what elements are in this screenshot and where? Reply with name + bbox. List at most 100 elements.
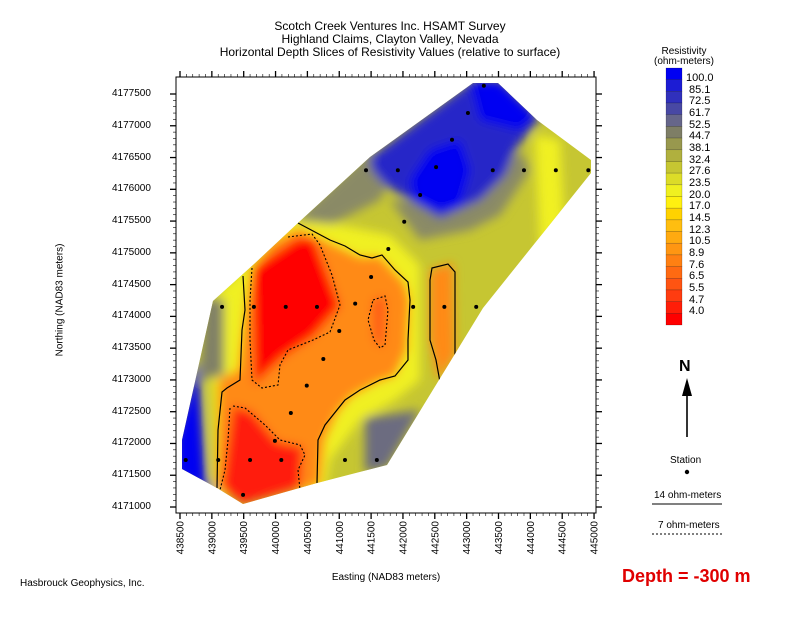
station-marker bbox=[364, 168, 369, 173]
resistivity-surface bbox=[182, 83, 591, 504]
station-marker bbox=[353, 301, 358, 306]
contour-7-legend-label: 7 ohm-meters bbox=[658, 520, 720, 531]
colorbar-swatch bbox=[665, 149, 683, 162]
y-tick-label: 4176500 bbox=[112, 151, 151, 163]
colorbar-level-label: 72.5 bbox=[689, 95, 711, 108]
station-marker bbox=[474, 304, 479, 309]
station-marker bbox=[288, 410, 293, 415]
colorbar-swatch bbox=[665, 313, 683, 326]
y-tick-label: 4171000 bbox=[112, 501, 151, 512]
y-tick-label: 4175500 bbox=[112, 215, 151, 227]
station-marker bbox=[449, 137, 454, 142]
station-marker bbox=[283, 304, 288, 309]
y-tick-label: 4177000 bbox=[112, 119, 151, 131]
colorbar-level-label: 100.0 bbox=[686, 71, 714, 84]
station-marker bbox=[434, 165, 439, 170]
region-yellow-east bbox=[535, 135, 565, 250]
x-tick-label: 442000 bbox=[398, 521, 409, 555]
x-tick-label: 439500 bbox=[239, 521, 250, 555]
region-red-center bbox=[373, 296, 385, 348]
x-tick-label: 442500 bbox=[430, 521, 441, 555]
colorbar-level-label: 27.6 bbox=[689, 165, 711, 178]
y-tick-label: 4173500 bbox=[112, 342, 151, 354]
station-marker bbox=[374, 457, 379, 462]
region-gray-se bbox=[365, 410, 420, 472]
colorbar-level-label: 20.0 bbox=[689, 188, 711, 201]
x-tick-label: 441000 bbox=[335, 521, 346, 555]
y-tick-label: 4172000 bbox=[112, 437, 151, 449]
map-frame bbox=[175, 76, 597, 514]
station-marker bbox=[251, 304, 256, 309]
contour-7-south bbox=[232, 405, 306, 491]
region-blue-core bbox=[410, 140, 470, 210]
colorbar-swatch bbox=[665, 184, 683, 197]
station-marker bbox=[314, 304, 319, 309]
station-marker bbox=[220, 304, 225, 309]
y-tick-label: 4173000 bbox=[112, 373, 151, 385]
colorbar-swatch bbox=[665, 289, 683, 302]
x-tick-label: 440500 bbox=[303, 521, 314, 555]
depth-label: Depth = -300 m bbox=[622, 566, 751, 586]
x-tick-label: 445000 bbox=[590, 521, 601, 555]
station-marker bbox=[442, 304, 447, 309]
station-marker bbox=[369, 274, 374, 279]
y-tick-label: 4172500 bbox=[112, 405, 151, 417]
contour-14-legend-label: 14 ohm-meters bbox=[654, 490, 722, 501]
x-axis-label: Easting (NAD83 meters) bbox=[331, 572, 441, 583]
colorbar-level-label: 6.5 bbox=[689, 270, 705, 283]
station-marker bbox=[386, 247, 391, 252]
colorbar-swatch bbox=[665, 126, 683, 139]
colorbar-swatch bbox=[665, 219, 683, 232]
contour-7-center bbox=[367, 295, 389, 349]
stations bbox=[183, 83, 591, 497]
colorbar-level-label: 61.7 bbox=[689, 106, 711, 119]
north-label: N bbox=[679, 358, 691, 375]
contour-7-north bbox=[249, 233, 341, 389]
region-orange-east bbox=[430, 263, 455, 380]
station-legend-dot-icon bbox=[684, 469, 690, 475]
colorbar bbox=[665, 67, 683, 326]
station-legend-label: Station bbox=[670, 455, 702, 466]
colorbar-level-label: 10.5 bbox=[689, 235, 711, 248]
colorbar-swatch bbox=[665, 172, 683, 186]
colorbar-swatch bbox=[665, 102, 683, 115]
region-gray-center bbox=[390, 150, 530, 240]
colorbar-swatch bbox=[665, 231, 683, 244]
x-tick-label: 444500 bbox=[558, 521, 569, 555]
station-marker bbox=[241, 492, 246, 497]
colorbar-swatch bbox=[665, 67, 683, 80]
y-tick-label: 4177500 bbox=[112, 88, 151, 99]
axis-ticks bbox=[170, 71, 602, 519]
colorbar-title-2: (ohm-meters) bbox=[653, 56, 714, 67]
colorbar-level-label: 52.5 bbox=[689, 118, 711, 131]
region-blue-top bbox=[470, 83, 535, 130]
y-tick-label: 4174500 bbox=[112, 278, 151, 290]
colorbar-level-label: 5.5 bbox=[689, 282, 705, 295]
colorbar-level-label: 8.9 bbox=[689, 247, 705, 260]
colorbar-swatch bbox=[665, 79, 683, 92]
colorbar-level-label: 44.7 bbox=[689, 130, 711, 143]
station-marker bbox=[248, 457, 253, 462]
title-line-1: Scotch Creek Ventures Inc. HSAMT Survey bbox=[274, 19, 506, 33]
x-tick-label: 443000 bbox=[462, 521, 473, 555]
x-tick-labels: 438500 439000 439500 440000 440500 441000 4415… bbox=[176, 521, 601, 555]
station-marker bbox=[521, 168, 526, 173]
station-marker bbox=[337, 329, 342, 334]
colorbar-swatch bbox=[665, 91, 683, 104]
station-marker bbox=[342, 457, 347, 462]
station-marker bbox=[553, 168, 558, 173]
colorbar-swatch bbox=[665, 196, 683, 209]
contour-7-south-west bbox=[219, 407, 231, 491]
y-tick-label: 4171500 bbox=[112, 469, 151, 481]
station-marker bbox=[216, 457, 221, 462]
station-marker bbox=[304, 383, 309, 388]
x-tick-label: 439000 bbox=[207, 521, 218, 555]
x-tick-label: 440000 bbox=[271, 521, 282, 555]
x-tick-label: 441500 bbox=[367, 521, 378, 555]
colorbar-level-label: 17.0 bbox=[689, 200, 711, 213]
colorbar-swatch bbox=[665, 266, 683, 279]
station-marker bbox=[395, 168, 400, 173]
station-marker bbox=[418, 193, 423, 198]
title-line-2: Highland Claims, Clayton Valley, Nevada bbox=[281, 32, 499, 46]
station-marker bbox=[490, 168, 495, 173]
